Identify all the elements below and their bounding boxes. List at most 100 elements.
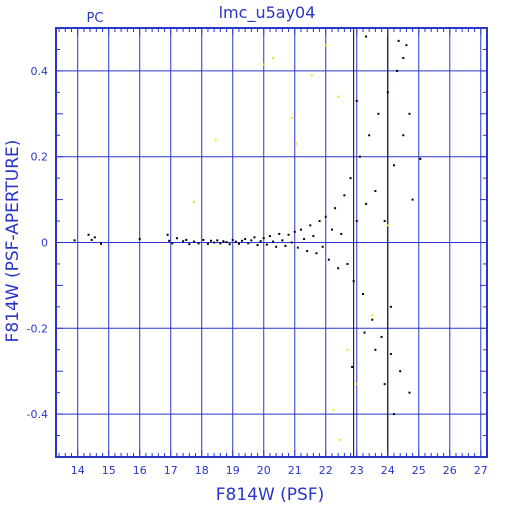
x-tick-label: 25 — [412, 464, 426, 477]
data-point — [365, 202, 368, 205]
data-point — [389, 305, 392, 308]
data-point — [87, 233, 90, 236]
x-tick-label: 23 — [350, 464, 364, 477]
data-point — [324, 44, 327, 47]
data-point — [374, 190, 377, 193]
data-point — [374, 348, 377, 351]
data-point — [259, 240, 262, 243]
data-point — [206, 242, 209, 245]
data-point — [138, 238, 141, 241]
data-point — [272, 240, 275, 243]
data-point — [253, 236, 256, 239]
data-point — [363, 331, 366, 334]
data-point — [175, 237, 178, 240]
data-point — [247, 242, 250, 245]
data-point — [73, 239, 76, 242]
y-tick-label: 0.4 — [31, 65, 49, 78]
data-point — [299, 228, 302, 231]
data-point — [214, 138, 217, 141]
data-point — [383, 220, 386, 223]
data-point — [419, 157, 422, 160]
x-tick-label: 21 — [288, 464, 302, 477]
data-point — [332, 408, 335, 411]
data-point — [371, 318, 374, 321]
data-point — [290, 117, 293, 120]
data-point — [338, 438, 341, 441]
data-point — [318, 220, 321, 223]
data-point — [368, 134, 371, 137]
data-point — [210, 239, 213, 242]
data-point — [281, 239, 284, 242]
data-point — [244, 238, 247, 241]
data-point — [222, 240, 225, 243]
y-tick-label: 0 — [41, 237, 48, 250]
data-point — [202, 238, 205, 241]
y-tick-labels: -0.4 -0.2 0 0.2 0.4 — [27, 65, 48, 421]
data-point — [380, 335, 383, 338]
data-points — [73, 35, 422, 441]
data-point — [90, 238, 93, 241]
data-point — [219, 242, 222, 245]
data-point — [295, 142, 298, 145]
data-point — [290, 241, 293, 244]
data-point — [312, 235, 315, 238]
data-point — [309, 224, 312, 227]
data-point — [306, 250, 309, 253]
data-point — [272, 57, 275, 60]
data-point — [355, 99, 358, 102]
data-point — [99, 242, 102, 245]
data-point — [352, 280, 355, 283]
data-point — [321, 245, 324, 248]
x-tick-label: 14 — [71, 464, 85, 477]
data-point — [327, 258, 330, 261]
data-point — [334, 207, 337, 210]
data-point — [265, 243, 268, 246]
data-point — [310, 74, 313, 77]
data-point — [275, 245, 278, 248]
y-tick-label: -0.2 — [27, 322, 48, 335]
x-tick-label: 18 — [195, 464, 209, 477]
data-point — [287, 233, 290, 236]
data-point — [358, 155, 361, 158]
data-point — [371, 314, 374, 317]
data-point — [315, 252, 318, 255]
data-point — [386, 224, 389, 227]
data-point — [216, 239, 219, 242]
x-tick-label: 19 — [226, 464, 240, 477]
data-point — [349, 177, 352, 180]
x-axis-label: F814W (PSF) — [216, 485, 325, 505]
data-point — [262, 63, 265, 66]
data-point — [188, 243, 191, 246]
data-point — [225, 241, 228, 244]
data-point — [192, 200, 195, 203]
data-point — [392, 164, 395, 167]
data-point — [402, 57, 405, 60]
data-point — [389, 353, 392, 356]
data-point — [346, 348, 349, 351]
x-tick-label: 24 — [381, 464, 395, 477]
data-point — [343, 194, 346, 197]
data-point — [365, 35, 368, 38]
data-point — [168, 239, 171, 242]
data-point — [262, 237, 265, 240]
data-point — [241, 239, 244, 242]
axis-ticks — [56, 27, 488, 458]
data-point — [231, 238, 234, 241]
x-tick-label: 16 — [133, 464, 147, 477]
data-point — [340, 232, 343, 235]
data-point — [330, 228, 333, 231]
data-point — [166, 233, 169, 236]
data-point — [250, 239, 253, 242]
data-point — [192, 240, 195, 243]
x-tick-labels: 14 15 16 17 18 19 20 21 22 23 24 25 26 27 — [71, 464, 488, 477]
data-point — [278, 232, 281, 235]
data-point — [324, 215, 327, 218]
chart-title: lmc_u5ay04 — [219, 3, 316, 23]
data-point — [213, 241, 216, 244]
x-tick-label: 22 — [319, 464, 333, 477]
grid — [56, 28, 487, 457]
x-tick-label: 20 — [257, 464, 271, 477]
data-point — [397, 39, 400, 42]
y-tick-label: 0.2 — [31, 151, 49, 164]
